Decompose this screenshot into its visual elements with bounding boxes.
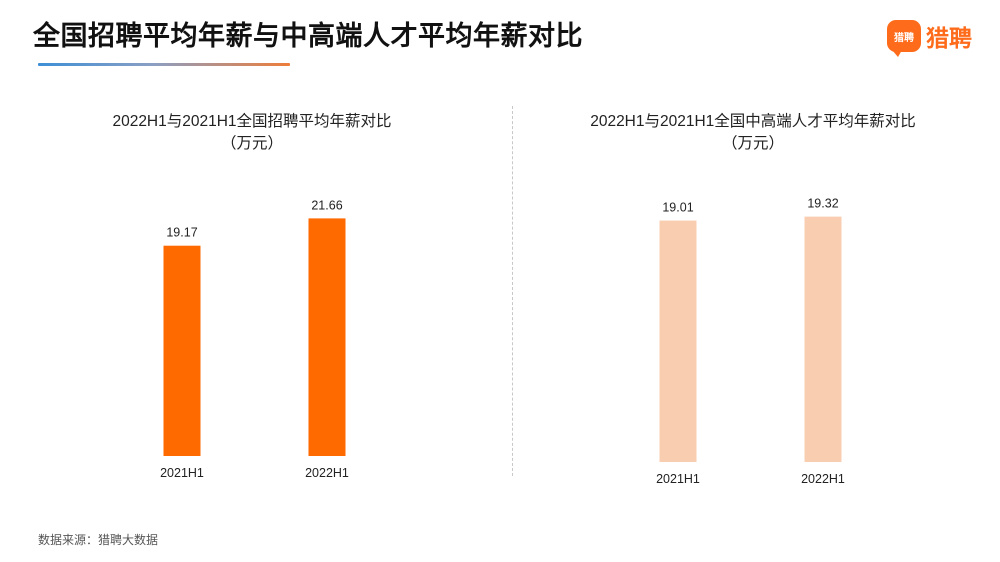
left-chart-title: 2022H1与2021H1全国招聘平均年薪对比 bbox=[112, 113, 392, 130]
brand-icon-text: 猎聘 bbox=[894, 32, 914, 44]
data-source: 数据来源：猎聘大数据 bbox=[38, 533, 159, 547]
right-chart-title-block: 2022H1与2021H1全国中高端人才平均年薪对比 （万元） bbox=[533, 111, 973, 155]
right-bar-2021H1 bbox=[659, 220, 697, 462]
title-underline bbox=[38, 63, 290, 66]
right-bar-2022H1 bbox=[804, 216, 842, 462]
left-bar-2022H1 bbox=[308, 218, 346, 456]
left-chart-unit: （万元） bbox=[220, 135, 283, 152]
chart-divider bbox=[512, 106, 513, 476]
left-bar-2021H1 bbox=[163, 245, 201, 456]
chat-bubble-icon: 猎聘 bbox=[887, 20, 921, 57]
right-chart-title: 2022H1与2021H1全国中高端人才平均年薪对比 bbox=[590, 113, 916, 130]
right-category-label: 2022H1 bbox=[801, 472, 845, 486]
brand-logo: 猎聘 猎聘 bbox=[887, 18, 972, 57]
left-category-label: 2021H1 bbox=[160, 466, 204, 480]
left-data-label: 19.17 bbox=[166, 226, 197, 240]
page-title: 全国招聘平均年薪与中高端人才平均年薪对比 bbox=[33, 21, 583, 52]
brand-name: 猎聘 bbox=[926, 26, 972, 52]
left-category-label: 2022H1 bbox=[305, 466, 349, 480]
left-data-label: 21.66 bbox=[311, 198, 342, 212]
right-chart-unit: （万元） bbox=[721, 135, 784, 152]
right-category-label: 2021H1 bbox=[656, 472, 700, 486]
left-chart-title-block: 2022H1与2021H1全国招聘平均年薪对比 （万元） bbox=[32, 111, 472, 155]
right-data-label: 19.01 bbox=[662, 201, 693, 215]
right-data-label: 19.32 bbox=[807, 197, 838, 211]
